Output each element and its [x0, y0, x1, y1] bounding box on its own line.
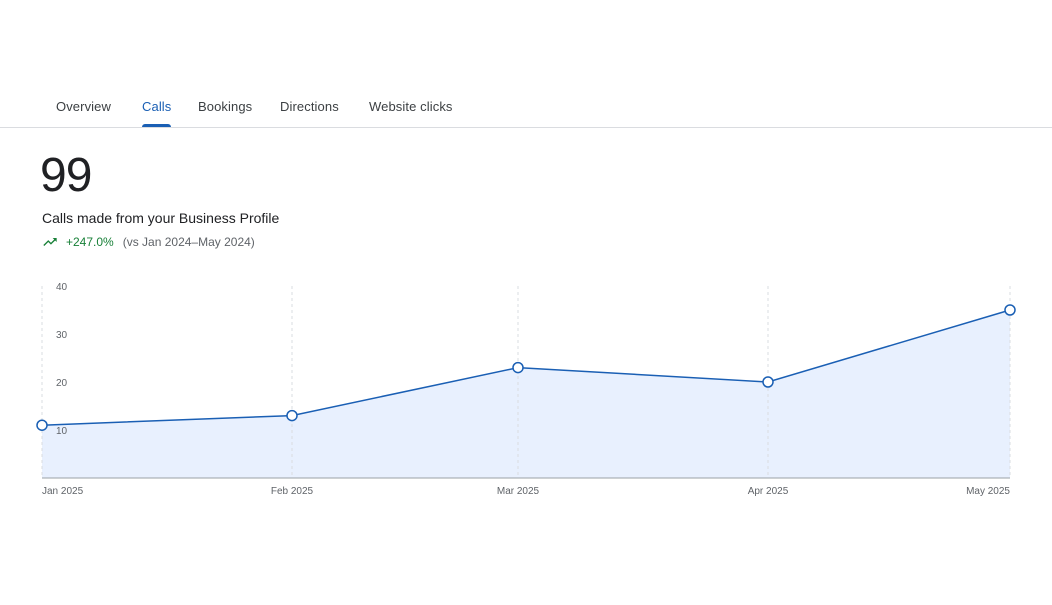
- tab-website-clicks[interactable]: Website clicks: [369, 99, 453, 114]
- metric-tabs: Overview Calls Bookings Directions Websi…: [0, 84, 1052, 128]
- x-tick-label-1: Feb 2025: [271, 486, 314, 497]
- y-tick-label-0: 10: [56, 426, 68, 437]
- data-point-1: [286, 409, 298, 422]
- y-tick-label-3: 40: [56, 282, 68, 293]
- tab-directions[interactable]: Directions: [280, 99, 339, 114]
- metric-total: 99: [40, 149, 92, 202]
- y-tick-label-2: 30: [56, 330, 68, 341]
- tab-bookings[interactable]: Bookings: [198, 99, 252, 114]
- data-point-2: [512, 361, 524, 374]
- change-summary: +247.0% (vs Jan 2024–May 2024): [42, 234, 255, 250]
- x-tick-label-3: Apr 2025: [748, 486, 789, 497]
- tab-website-clicks-label: Website clicks: [369, 99, 453, 114]
- calls-area-chart: 10 20 30 40 Jan 2025 Feb 2025 Mar 2025 Apr 2025…: [36, 282, 1016, 497]
- data-point-4: [1004, 304, 1016, 316]
- tab-directions-label: Directions: [280, 99, 339, 114]
- x-tick-label-2: Mar 2025: [497, 486, 540, 497]
- change-comparison-period: (vs Jan 2024–May 2024): [122, 235, 255, 249]
- x-tick-label-4: May 2025: [966, 486, 1010, 497]
- tab-bookings-label: Bookings: [198, 99, 253, 114]
- tab-overview[interactable]: Overview: [56, 99, 111, 114]
- change-percentage: +247.0%: [66, 235, 114, 249]
- tab-calls[interactable]: Calls: [142, 99, 172, 127]
- y-tick-label-1: 20: [56, 378, 68, 389]
- tab-calls-label: Calls: [142, 99, 172, 114]
- area-fill: [42, 310, 1010, 478]
- active-tab-indicator: [142, 124, 172, 127]
- x-tick-label-0: Jan 2025: [42, 486, 84, 497]
- data-point-0: [36, 419, 48, 431]
- metric-description: Calls made from your Business Profile: [42, 210, 280, 226]
- data-point-3: [762, 376, 774, 388]
- tab-overview-label: Overview: [56, 99, 111, 114]
- trending-up-icon: [43, 238, 57, 246]
